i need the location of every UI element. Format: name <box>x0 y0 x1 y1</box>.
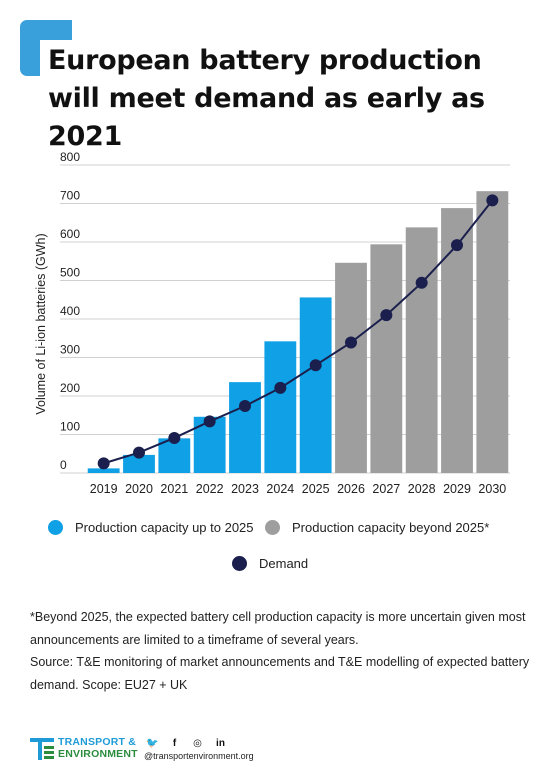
linkedin-icon[interactable]: in <box>216 738 225 749</box>
x-tick-label: 2028 <box>408 482 436 496</box>
y-axis-label: Volume of Li-ion batteries (GWh) <box>34 233 48 414</box>
demand-point <box>239 400 251 413</box>
demand-point <box>451 239 463 252</box>
bar <box>335 262 367 473</box>
demand-point <box>274 381 287 394</box>
website-link[interactable]: @transportenvironment.org <box>144 751 254 761</box>
y-tick-label: 600 <box>60 227 80 241</box>
legend-label: Production capacity beyond 2025* <box>292 520 490 535</box>
te-logo-icon <box>30 738 54 760</box>
x-tick-label: 2030 <box>478 482 506 496</box>
bar <box>441 208 473 473</box>
y-tick-label: 800 <box>60 150 80 164</box>
legend-swatch-demand <box>232 556 247 571</box>
x-tick-label: 2022 <box>196 482 224 496</box>
demand-point <box>168 431 181 444</box>
bar <box>229 382 261 473</box>
legend-label: Production capacity up to 2025 <box>75 520 254 535</box>
instagram-icon[interactable]: ◎ <box>193 738 202 749</box>
bar <box>123 454 155 473</box>
demand-point <box>345 336 357 349</box>
legend-label: Demand <box>259 556 309 571</box>
demand-point <box>203 415 216 428</box>
x-tick-label: 2023 <box>231 482 259 496</box>
bar-line-chart: 0 100 200 300 400 500 600 700 800 Volume of Li-io… <box>34 150 510 496</box>
y-tick-label: 400 <box>60 304 80 318</box>
chart-title: European battery production will meet de… <box>48 45 485 152</box>
x-tick-label: 2024 <box>266 482 294 496</box>
logo-line-2: ENVIRONMENT <box>58 747 138 760</box>
x-tick-label: 2026 <box>337 482 365 496</box>
demand-point <box>415 276 428 289</box>
x-tick-label: 2019 <box>90 482 118 496</box>
legend-item-production-beyond-2025: Production capacity beyond 2025* <box>265 520 489 535</box>
demand-point <box>133 446 145 459</box>
x-tick-label: 2021 <box>160 482 188 496</box>
x-tick-label: 2025 <box>302 482 330 496</box>
footnote-note: *Beyond 2025, the expected battery cell … <box>30 610 526 647</box>
x-tick-label: 2020 <box>125 482 153 496</box>
demand-point <box>486 194 499 207</box>
bar <box>405 227 438 473</box>
y-tick-label: 300 <box>60 343 80 357</box>
bar <box>158 438 191 473</box>
logo-line-1: TRANSPORT & <box>58 736 137 748</box>
legend-swatch-grey <box>265 520 280 535</box>
corner-accent-mark <box>20 20 72 76</box>
demand-point <box>309 359 322 372</box>
bar <box>299 297 332 473</box>
y-tick-label: 500 <box>60 266 80 280</box>
y-tick-label: 0 <box>60 458 67 472</box>
x-tick-label: 2029 <box>443 482 471 496</box>
legend-item-demand: Demand <box>232 556 308 571</box>
legend-item-production-to-2025: Production capacity up to 2025 <box>48 520 254 535</box>
footnote-source: Source: T&E monitoring of market announc… <box>30 655 530 692</box>
logo-wordmark: TRANSPORT & ENVIRONMENT <box>58 736 138 760</box>
bar <box>87 468 120 473</box>
footnote: *Beyond 2025, the expected battery cell … <box>30 606 530 696</box>
demand-point <box>380 309 393 322</box>
legend-swatch-blue <box>48 520 63 535</box>
bar <box>264 341 297 473</box>
facebook-icon[interactable]: f <box>172 738 177 749</box>
demand-line <box>103 199 494 465</box>
y-tick-label: 700 <box>60 189 80 203</box>
bar <box>370 244 403 473</box>
y-tick-label: 100 <box>60 420 80 434</box>
twitter-icon[interactable]: 🐦 <box>146 738 159 749</box>
demand-point <box>97 457 110 470</box>
y-tick-label: 200 <box>60 381 80 395</box>
bar <box>476 191 509 473</box>
x-tick-label: 2027 <box>372 482 400 496</box>
social-icons: 🐦 f ◎ in <box>146 739 226 749</box>
